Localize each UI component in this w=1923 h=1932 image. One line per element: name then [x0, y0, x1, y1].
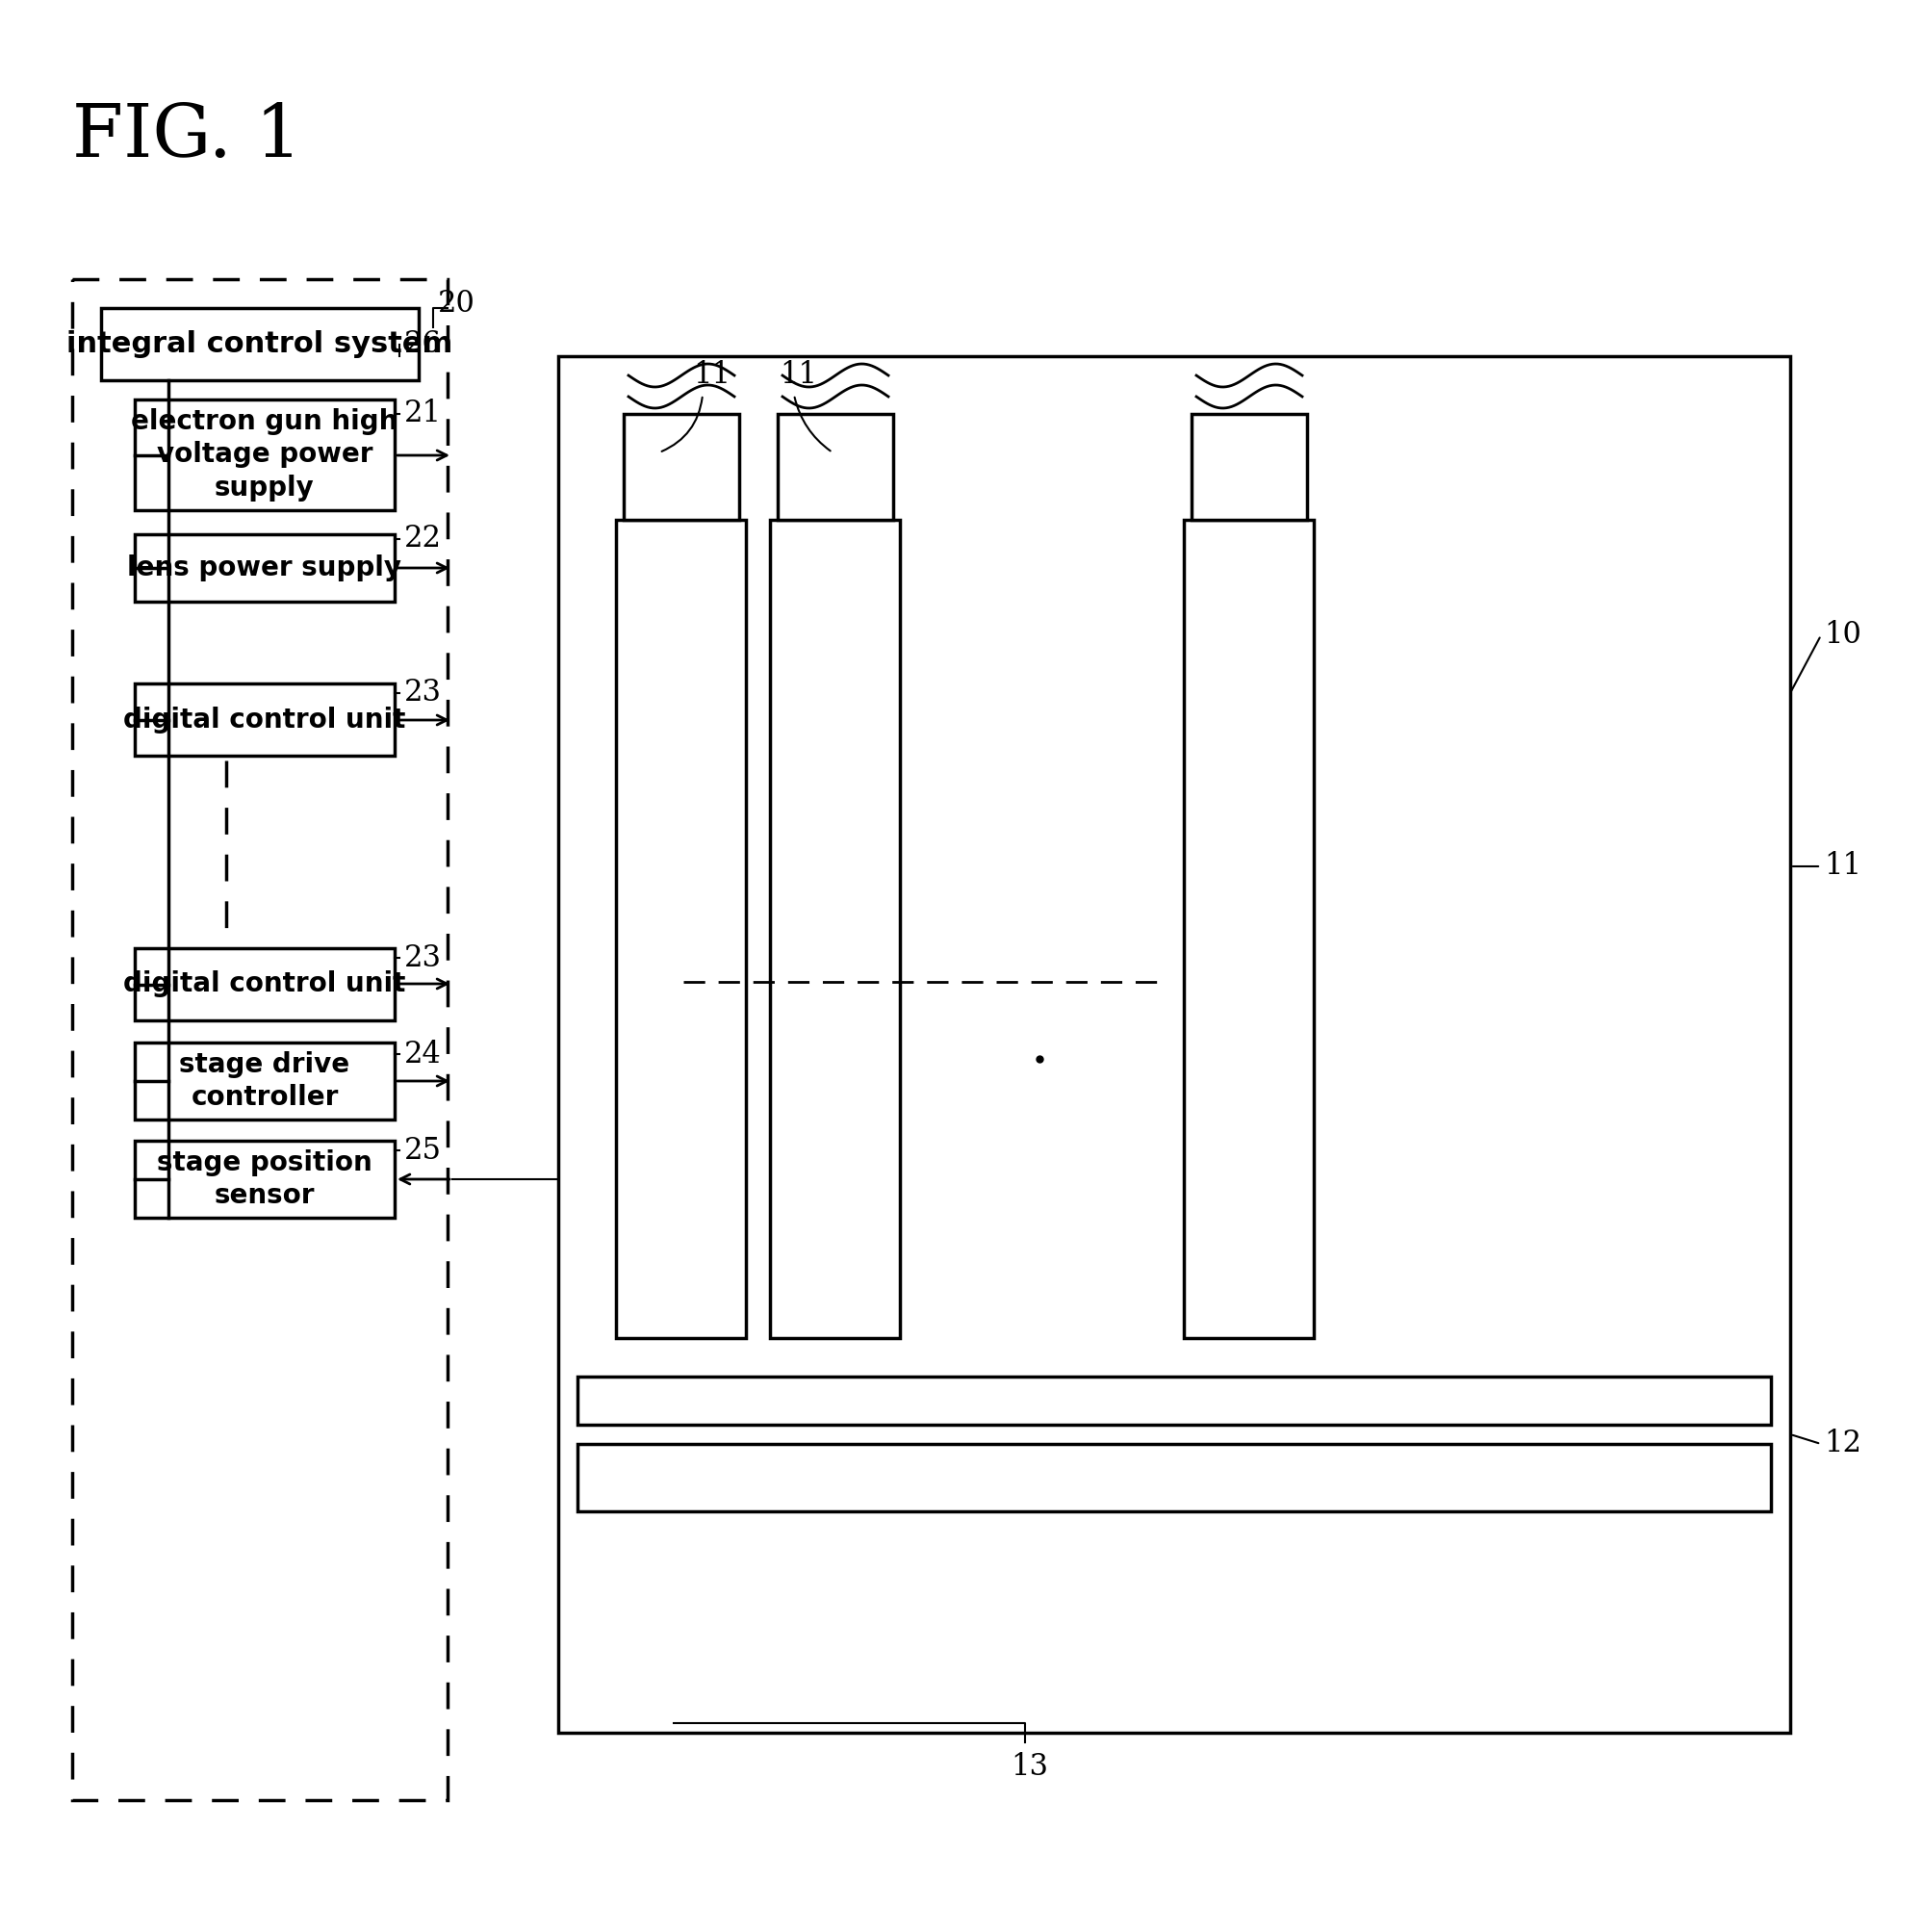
- Text: 13: 13: [1010, 1752, 1048, 1781]
- Bar: [135, 535, 394, 601]
- Text: integral control system: integral control system: [67, 330, 452, 357]
- Text: 11: 11: [1823, 852, 1860, 881]
- Bar: [135, 1043, 394, 1119]
- Text: FIG. 1: FIG. 1: [73, 100, 302, 172]
- Bar: [1190, 413, 1306, 520]
- Text: 12: 12: [1823, 1430, 1860, 1459]
- Text: 26: 26: [404, 330, 442, 359]
- Text: stage position
sensor: stage position sensor: [158, 1150, 373, 1209]
- Bar: [135, 1140, 394, 1217]
- Text: stage drive
controller: stage drive controller: [179, 1051, 350, 1111]
- Bar: [102, 307, 419, 381]
- Bar: [577, 1378, 1769, 1424]
- Text: 21: 21: [404, 400, 442, 429]
- Bar: [1183, 520, 1313, 1339]
- Text: 11: 11: [779, 361, 817, 390]
- Bar: [135, 400, 394, 510]
- Text: digital control unit: digital control unit: [123, 970, 406, 997]
- Bar: [623, 413, 738, 520]
- Text: 23: 23: [404, 943, 442, 972]
- Bar: [135, 684, 394, 755]
- Text: 20: 20: [438, 288, 475, 319]
- Text: 24: 24: [404, 1039, 440, 1068]
- Text: 22: 22: [404, 524, 442, 554]
- Bar: [777, 413, 892, 520]
- Text: lens power supply: lens power supply: [127, 554, 402, 582]
- Bar: [769, 520, 900, 1339]
- Bar: [577, 1443, 1769, 1511]
- Text: electron gun high
voltage power
supply: electron gun high voltage power supply: [131, 408, 398, 502]
- Bar: [615, 520, 746, 1339]
- Text: 23: 23: [404, 678, 442, 707]
- Text: 10: 10: [1823, 620, 1860, 651]
- Bar: [135, 949, 394, 1020]
- Bar: [73, 278, 448, 1801]
- Bar: [558, 355, 1788, 1733]
- Text: 11: 11: [692, 361, 731, 390]
- Text: digital control unit: digital control unit: [123, 705, 406, 732]
- Text: 25: 25: [404, 1136, 442, 1165]
